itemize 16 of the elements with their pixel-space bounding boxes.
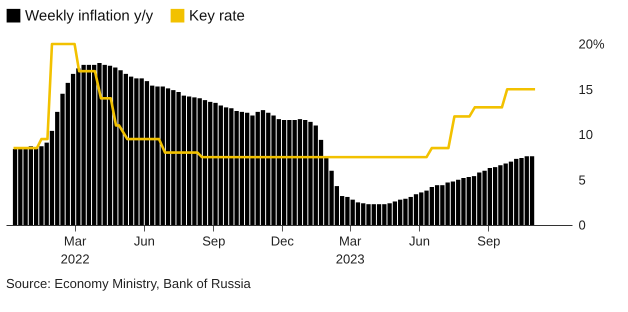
x-tick-label: Mar 2023 — [336, 234, 365, 266]
legend-label: Weekly inflation y/y — [25, 8, 154, 25]
line-series — [12, 42, 536, 158]
y-tick-label: 5 — [578, 172, 586, 188]
y-tick-label: 20% — [578, 36, 605, 52]
x-tick-label: Jun — [409, 234, 430, 248]
x-tick-label: Sep — [202, 234, 226, 248]
x-tick-label: Dec — [270, 234, 294, 248]
y-tick-label: 0 — [578, 218, 586, 232]
x-tick-label: Mar 2022 — [60, 234, 90, 266]
source-note: Source: Economy Ministry, Bank of Russia — [6, 276, 252, 291]
y-tick-label: 15 — [578, 82, 593, 97]
y-tick-label: 10 — [578, 127, 593, 142]
x-tick-label: Jun — [134, 234, 155, 248]
legend-label: Key rate — [189, 8, 245, 25]
x-tick-label: Sep — [477, 234, 500, 248]
